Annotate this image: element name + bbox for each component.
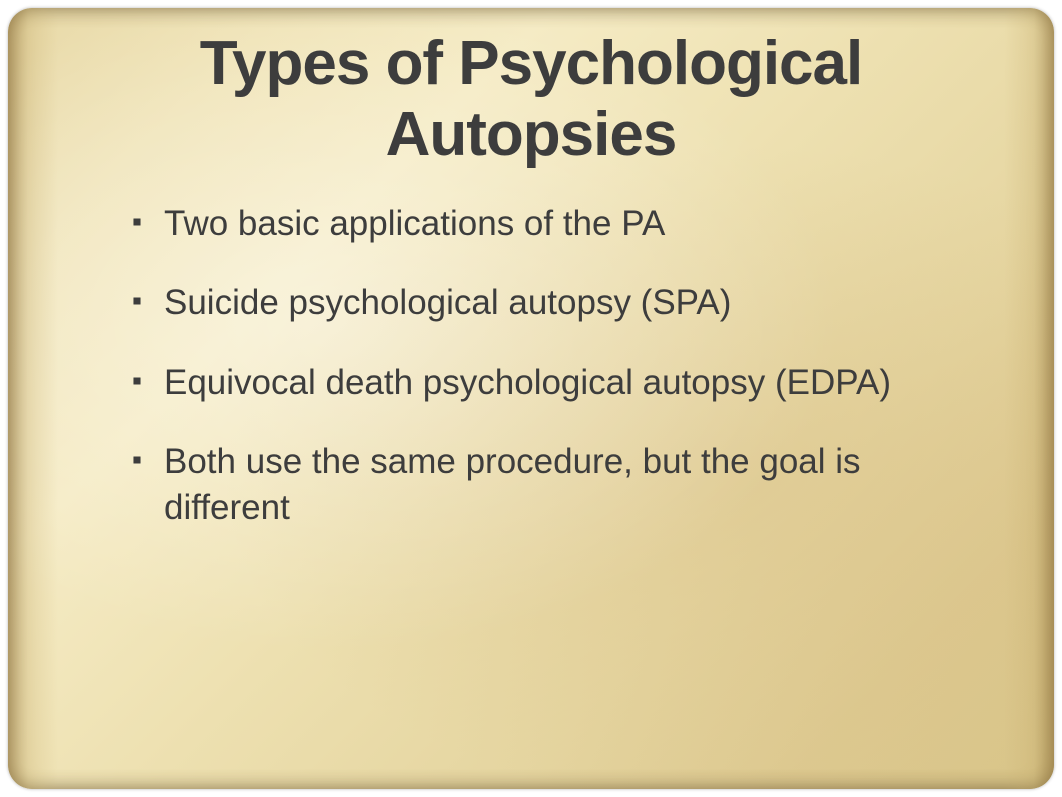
bullet-item: Equivocal death psychological autopsy (E… <box>128 360 954 406</box>
presentation-slide: Types of Psychological Autopsies Two bas… <box>8 8 1054 789</box>
bullet-list: Two basic applications of the PA Suicide… <box>108 201 954 531</box>
bullet-item: Suicide psychological autopsy (SPA) <box>128 280 954 326</box>
slide-title: Types of Psychological Autopsies <box>108 28 954 171</box>
bullet-item: Two basic applications of the PA <box>128 201 954 247</box>
bullet-item: Both use the same procedure, but the goa… <box>128 439 954 530</box>
